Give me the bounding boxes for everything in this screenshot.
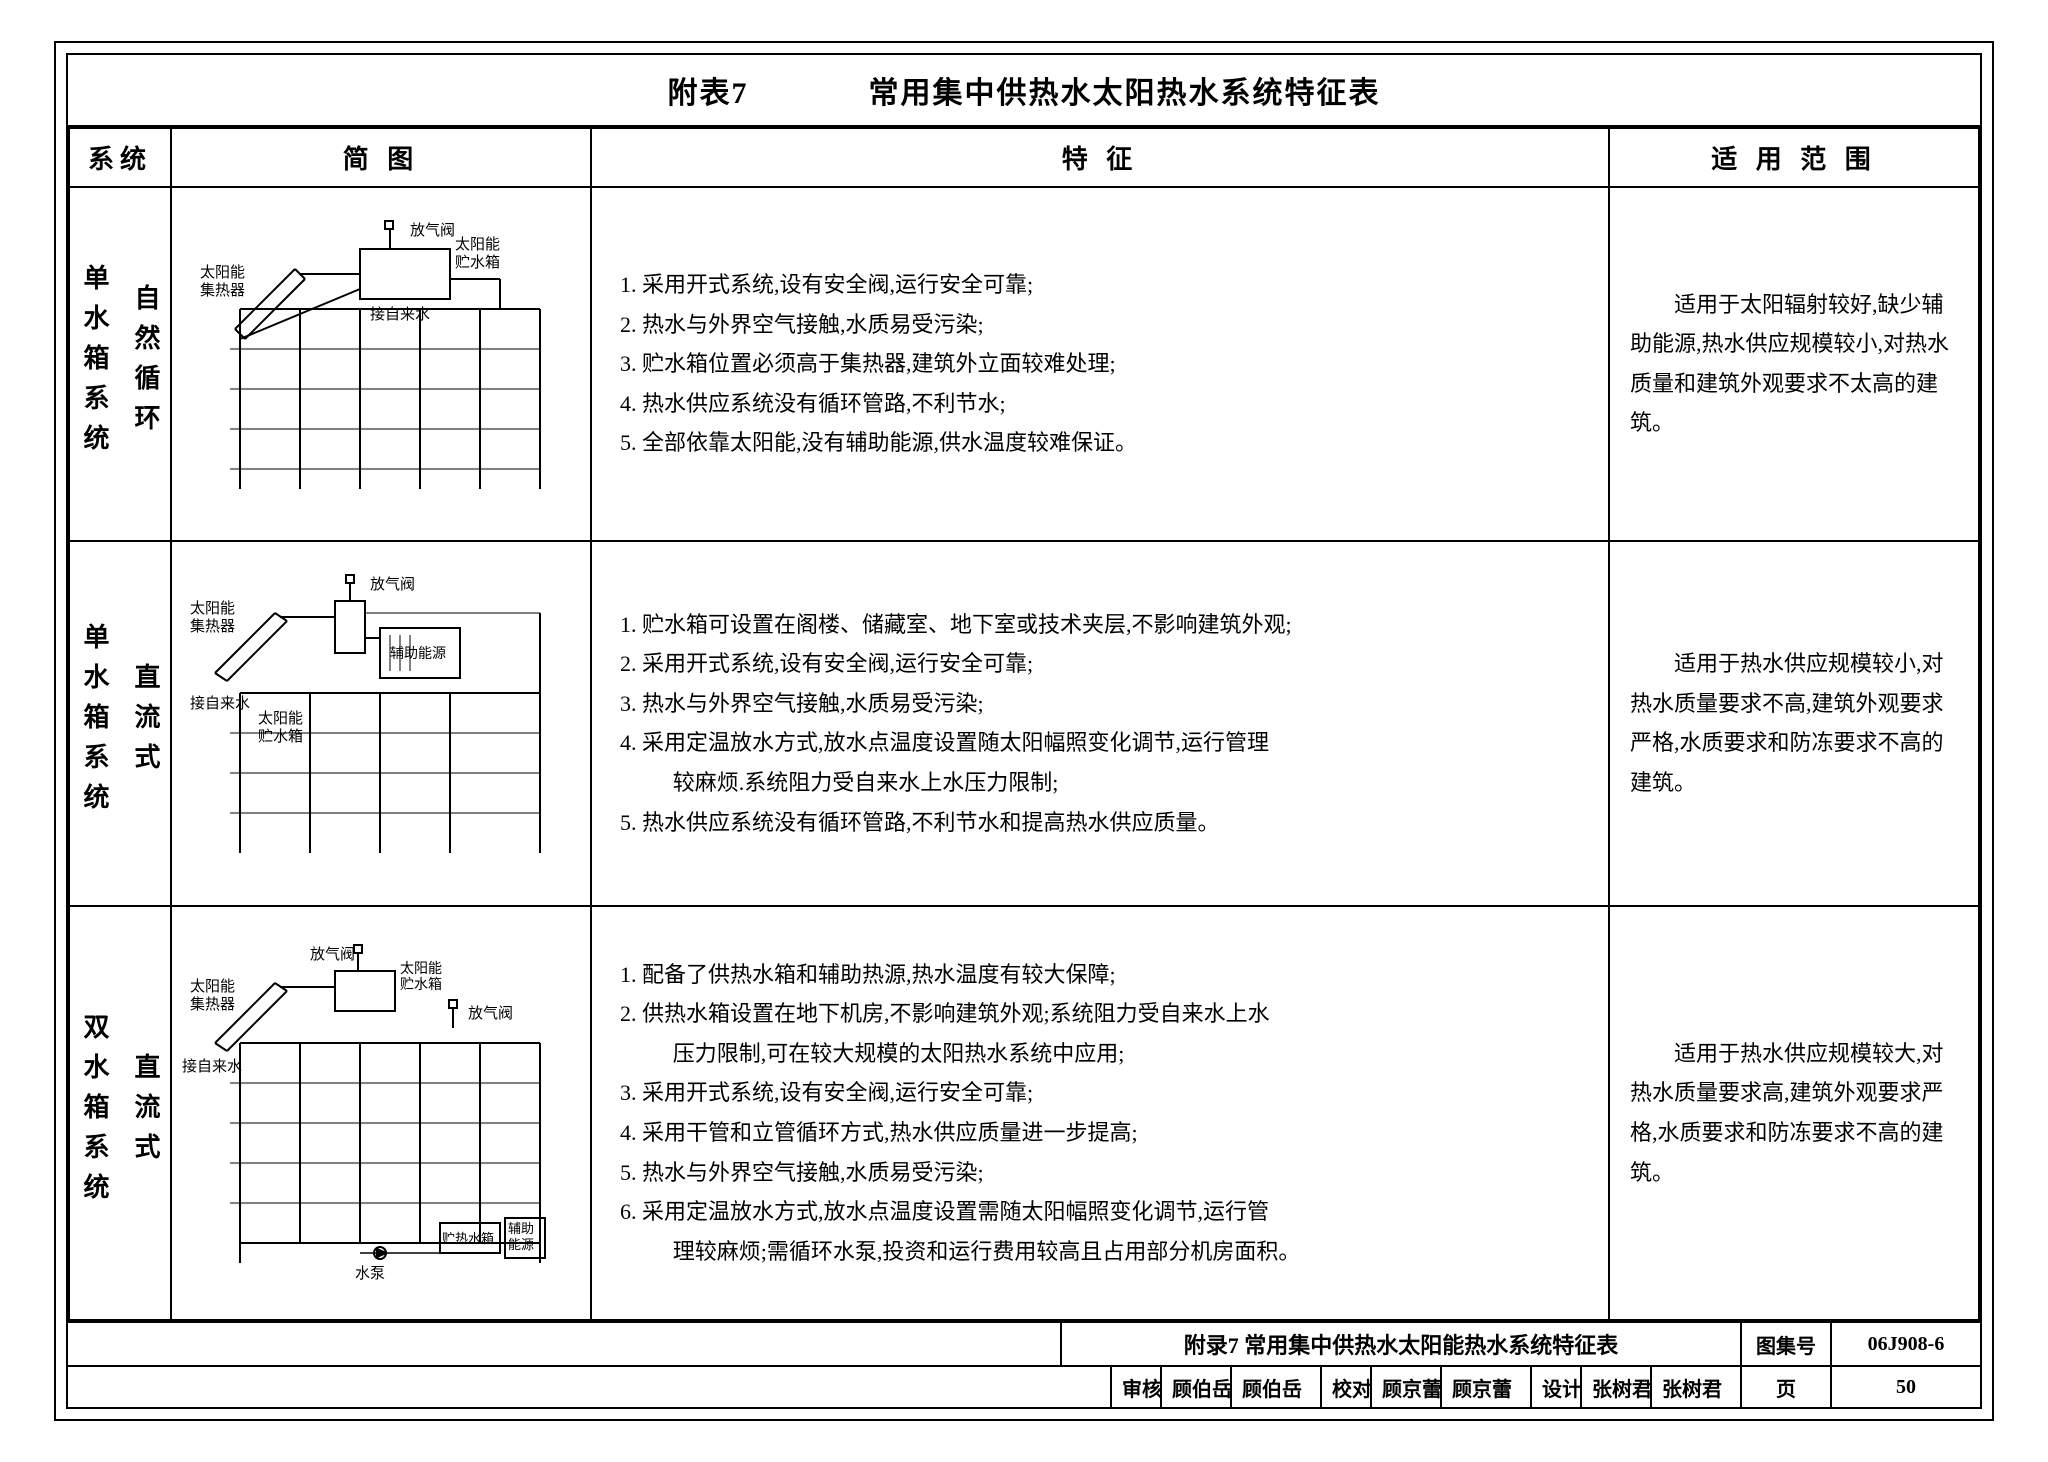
- footer-block: 附录7 常用集中供热水太阳能热水系统特征表 图集号 06J908-6 审核 顾伯…: [68, 1321, 1980, 1407]
- d2-collector-l1: 太阳能: [190, 600, 235, 617]
- diagram-svg-3: 放气阀 太阳能 贮水箱 放气阀 太阳能 集热器 接自来水 贮热水箱 辅助 能源 …: [180, 943, 580, 1283]
- th-diagram: 简 图: [171, 128, 591, 187]
- atlas-value: 06J908-6: [1830, 1323, 1980, 1365]
- f3-1: 1. 配备了供热水箱和辅助热源,热水温度有较大保障;: [620, 955, 1580, 995]
- sys-cell-3: 双水箱系统 直流式: [69, 906, 171, 1320]
- d3-hwtank: 贮热水箱: [442, 1231, 494, 1246]
- d3-valve2: 放气阀: [468, 1005, 513, 1022]
- feature-cell-2: 1. 贮水箱可设置在阁楼、储藏室、地下室或技术夹层,不影响建筑外观; 2. 采用…: [591, 541, 1609, 906]
- d1-inlet: 接自来水: [370, 306, 430, 323]
- d3-inlet: 接自来水: [182, 1058, 242, 1075]
- d3-aux2: 能源: [508, 1237, 534, 1252]
- d3-stl2: 贮水箱: [400, 977, 442, 993]
- d1-tank-l1: 太阳能: [455, 236, 500, 253]
- table-title: 附表7 常用集中供热水太阳热水系统特征表: [68, 55, 1980, 127]
- page-value: 50: [1830, 1367, 1980, 1407]
- f2-3: 3. 热水与外界空气接触,水质易受污染;: [620, 684, 1580, 724]
- table-row: 双水箱系统 直流式: [69, 906, 1979, 1320]
- d3-col1: 太阳能: [190, 978, 235, 995]
- feature-cell-3: 1. 配备了供热水箱和辅助热源,热水温度有较大保障; 2. 供热水箱设置在地下机…: [591, 906, 1609, 1320]
- f3-6b: 理较麻烦;需循环水泵,投资和运行费用较高且占用部分机房面积。: [620, 1232, 1580, 1272]
- d3-pump: 水泵: [355, 1265, 385, 1282]
- page-inner-frame: 附表7 常用集中供热水太阳热水系统特征表 系统 简 图 特 征 适 用 范 围 …: [66, 53, 1982, 1409]
- d2-tank-l2: 贮水箱: [258, 728, 303, 745]
- review-label: 审核: [1110, 1367, 1160, 1407]
- f3-2: 2. 供热水箱设置在地下机房,不影响建筑外观;系统阻力受自来水上水: [620, 994, 1580, 1034]
- design-name: 张树君: [1580, 1367, 1650, 1407]
- header-row: 系统 简 图 特 征 适 用 范 围: [69, 128, 1979, 187]
- scope-cell-2: 适用于热水供应规模较小,对热水质量要求不高,建筑外观要求严格,水质要求和防冻要求…: [1609, 541, 1979, 906]
- review-sig: 顾伯岳: [1230, 1367, 1320, 1407]
- scope-cell-1: 适用于太阳辐射较好,缺少辅助能源,热水供应规模较小,对热水质量和建筑外观要求不太…: [1609, 187, 1979, 541]
- f2-2: 2. 采用开式系统,设有安全阀,运行安全可靠;: [620, 644, 1580, 684]
- d3-col2: 集热器: [190, 996, 235, 1013]
- sys3-a: 直流式: [127, 1053, 164, 1173]
- f3-6: 6. 采用定温放水方式,放水点温度设置需随太阳幅照变化调节,运行管: [620, 1192, 1580, 1232]
- sys-cell-1: 单水箱系统 自然循环: [69, 187, 171, 541]
- scope-cell-3: 适用于热水供应规模较大,对热水质量要求高,建筑外观要求严格,水质要求和防冻要求不…: [1609, 906, 1979, 1320]
- th-system: 系统: [69, 128, 171, 187]
- sys-label-b: 单水箱系统: [76, 264, 113, 464]
- d1-tank-l2: 贮水箱: [455, 254, 500, 271]
- f3-4: 4. 采用干管和立管循环方式,热水供应质量进一步提高;: [620, 1113, 1580, 1153]
- feature-table: 系统 简 图 特 征 适 用 范 围 单水箱系统 自然循环: [68, 127, 1980, 1321]
- f1-1: 1. 采用开式系统,设有安全阀,运行安全可靠;: [620, 265, 1580, 305]
- footer-row-2: 审核 顾伯岳 顾伯岳 校对 顾京蕾 顾京蕾 设计 张树君 张树君 页 50: [68, 1365, 1980, 1407]
- footer-spacer-2: [68, 1367, 1110, 1407]
- f3-3: 3. 采用开式系统,设有安全阀,运行安全可靠;: [620, 1073, 1580, 1113]
- footer-spacer: [68, 1323, 1060, 1365]
- atlas-label: 图集号: [1740, 1323, 1830, 1365]
- f2-5: 5. 热水供应系统没有循环管路,不利节水和提高热水供应质量。: [620, 803, 1580, 843]
- diagram-cell-1: 放气阀 太阳能 集热器 太阳能 贮水箱 接自来水: [171, 187, 591, 541]
- check-label: 校对: [1320, 1367, 1370, 1407]
- footer-row-1: 附录7 常用集中供热水太阳能热水系统特征表 图集号 06J908-6: [68, 1323, 1980, 1365]
- page-outer-frame: 附表7 常用集中供热水太阳热水系统特征表 系统 简 图 特 征 适 用 范 围 …: [54, 41, 1994, 1421]
- sys3-b: 双水箱系统: [76, 1013, 113, 1213]
- diagram-cell-2: 放气阀 太阳能 集热器 辅助能源 接自来水 太阳能 贮水箱: [171, 541, 591, 906]
- f1-2: 2. 热水与外界空气接触,水质易受污染;: [620, 305, 1580, 345]
- design-label: 设计: [1530, 1367, 1580, 1407]
- d2-inlet: 接自来水: [190, 695, 250, 712]
- check-sig: 顾京蕾: [1440, 1367, 1530, 1407]
- f1-3: 3. 贮水箱位置必须高于集热器,建筑外立面较难处理;: [620, 344, 1580, 384]
- diagram-cell-3: 放气阀 太阳能 贮水箱 放气阀 太阳能 集热器 接自来水 贮热水箱 辅助 能源 …: [171, 906, 591, 1320]
- page-label: 页: [1740, 1367, 1830, 1407]
- d2-collector-l2: 集热器: [190, 618, 235, 635]
- check-name: 顾京蕾: [1370, 1367, 1440, 1407]
- d1-valve: 放气阀: [410, 222, 455, 239]
- f3-2b: 压力限制,可在较大规模的太阳热水系统中应用;: [620, 1034, 1580, 1074]
- d2-tank-l1: 太阳能: [258, 710, 303, 727]
- diagram-svg-2: 放气阀 太阳能 集热器 辅助能源 接自来水 太阳能 贮水箱: [180, 573, 580, 873]
- design-sig: 张树君: [1650, 1367, 1740, 1407]
- th-scope: 适 用 范 围: [1609, 128, 1979, 187]
- sys2-b: 单水箱系统: [76, 623, 113, 823]
- title-prefix: 附表7: [668, 68, 749, 112]
- sys-label-a: 自然循环: [127, 284, 164, 444]
- table-row: 单水箱系统 直流式: [69, 541, 1979, 906]
- title-main: 常用集中供热水太阳热水系统特征表: [869, 68, 1381, 112]
- sys-cell-2: 单水箱系统 直流式: [69, 541, 171, 906]
- d3-valve: 放气阀: [310, 946, 355, 963]
- d3-aux1: 辅助: [508, 1221, 534, 1236]
- d1-collector-l1: 太阳能: [200, 264, 245, 281]
- d2-valve: 放气阀: [370, 576, 415, 593]
- f2-4b: 较麻烦.系统阻力受自来水上水压力限制;: [620, 763, 1580, 803]
- f3-5: 5. 热水与外界空气接触,水质易受污染;: [620, 1153, 1580, 1193]
- f2-1: 1. 贮水箱可设置在阁楼、储藏室、地下室或技术夹层,不影响建筑外观;: [620, 605, 1580, 645]
- d1-collector-l2: 集热器: [200, 282, 245, 299]
- f2-4: 4. 采用定温放水方式,放水点温度设置随太阳幅照变化调节,运行管理: [620, 723, 1580, 763]
- diagram-svg-1: 放气阀 太阳能 集热器 太阳能 贮水箱 接自来水: [180, 219, 580, 509]
- th-feature: 特 征: [591, 128, 1609, 187]
- f1-5: 5. 全部依靠太阳能,没有辅助能源,供水温度较难保证。: [620, 423, 1580, 463]
- d3-stl1: 太阳能: [400, 961, 442, 977]
- f1-4: 4. 热水供应系统没有循环管路,不利节水;: [620, 384, 1580, 424]
- footer-appendix-title: 附录7 常用集中供热水太阳能热水系统特征表: [1060, 1323, 1740, 1365]
- table-row: 单水箱系统 自然循环: [69, 187, 1979, 541]
- d2-aux: 辅助能源: [390, 646, 446, 662]
- feature-cell-1: 1. 采用开式系统,设有安全阀,运行安全可靠; 2. 热水与外界空气接触,水质易…: [591, 187, 1609, 541]
- review-name: 顾伯岳: [1160, 1367, 1230, 1407]
- sys2-a: 直流式: [127, 663, 164, 783]
